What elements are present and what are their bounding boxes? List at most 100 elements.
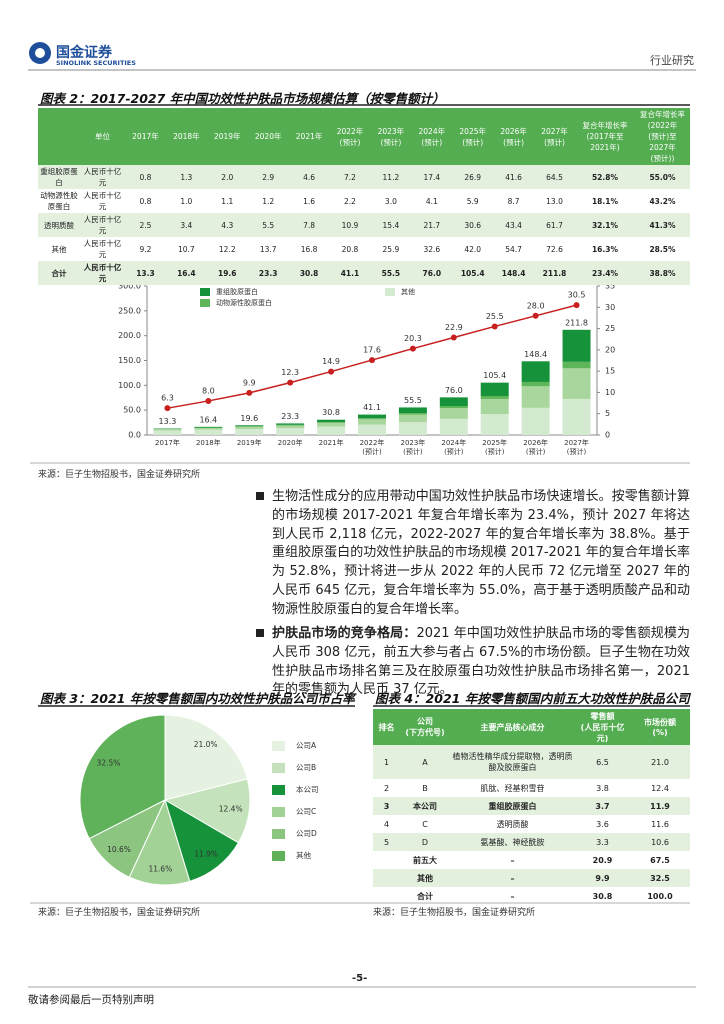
point-label: 14.9 (322, 357, 340, 366)
point-label: 20.3 (404, 334, 422, 343)
table-row: 4 C 透明质酸 3.6 11.6 (373, 815, 690, 833)
company-cell: 本公司 (400, 797, 450, 815)
value-cell: 16.4 (165, 261, 207, 285)
bar-segment (521, 361, 550, 382)
slice-label: 32.5% (97, 759, 121, 768)
total-label: 19.6 (240, 414, 258, 423)
legend-label: 本公司 (296, 784, 319, 794)
brand: 国金证券 (56, 45, 112, 61)
y2-tick-label: 25 (605, 324, 615, 333)
legend-swatch (272, 763, 285, 773)
slice-label: 10.6% (107, 845, 131, 854)
bar-segment (358, 414, 386, 419)
value-cell: 21.7 (411, 213, 453, 237)
legend-swatch (385, 288, 395, 296)
header-cell: 排名 (373, 709, 400, 745)
y2-tick-label: 15 (605, 367, 615, 376)
line-point (205, 397, 212, 404)
value-cell: 43.4 (493, 213, 535, 237)
unit-cell: 人民币十亿元 (80, 261, 125, 285)
bar-segment (439, 397, 468, 406)
pie-slice (128, 798, 191, 886)
header-cell: 公司 (下方代号) (400, 709, 450, 745)
total-label: 16.4 (199, 415, 217, 424)
value-cell: 10.7 (178, 244, 195, 254)
rank-cell: 5 (373, 833, 400, 851)
bar-segment (562, 329, 591, 362)
total-label: 55.5 (404, 396, 422, 405)
total-label: 148.4 (524, 350, 547, 359)
value-cell: 38.8% (634, 261, 690, 285)
legend-label: 重组胶原蛋白 (216, 287, 258, 296)
ingredients-cell: 透明质酸 (496, 819, 529, 829)
table-row: 透明质酸 人民币十亿元 2.5 3.4 4.3 5.5 7.8 10.9 15.4 21.7 30.… (38, 213, 690, 237)
row-label: 重组胶原蛋白 (38, 165, 80, 189)
value-cell: 0.8 (125, 165, 166, 189)
table-row: 3 本公司 重组胶原蛋白 3.7 11.9 (373, 797, 690, 815)
value-cell: 32.6 (423, 244, 441, 254)
bar-segment (398, 414, 427, 423)
paragraph: 护肤品市场的竞争格局：2021 年中国功效性护肤品市场的零售额规模为人民币 30… (272, 625, 690, 700)
value-cell: 43.2% (649, 196, 676, 206)
bar-segment (235, 425, 264, 427)
data-table: 排名 公司 (下方代号) 主要产品核心成分 零售额 (人民币十亿元) 市场份额 (%) 1… (373, 709, 690, 905)
value-cell: 52.8% (574, 165, 635, 189)
value-cell: 1.0 (180, 196, 193, 206)
share-cell: 11.9 (630, 797, 690, 815)
point-label: 25.5 (486, 312, 504, 321)
line-series (167, 304, 577, 409)
rank-cell: 1 (373, 745, 400, 779)
logo-mark-inner (35, 48, 45, 58)
value-cell: 2.0 (206, 165, 248, 189)
header-cell: 2022年 (预计) (329, 108, 371, 165)
value-cell: 211.8 (534, 261, 575, 285)
header-cell: 复合年增长率 (2017年至 2021年) (574, 108, 635, 165)
point-label: 6.3 (161, 394, 174, 403)
value-cell: 23.4% (574, 261, 635, 285)
line-point (450, 334, 457, 341)
value-cell: 0.8 (139, 196, 152, 206)
bar-segment (317, 421, 346, 423)
bar-segment (153, 430, 182, 435)
table-row: 其他 人民币十亿元 9.2 10.7 12.2 13.7 16.8 20.8 25.9 32.6 4… (38, 237, 690, 261)
total-label: 105.4 (483, 371, 506, 380)
sales-cell: 3.3 (575, 833, 630, 851)
value-cell: 76.0 (411, 261, 453, 285)
header-cell: 2024年 (预计) (411, 108, 453, 165)
row-label: 其他 (51, 244, 67, 254)
value-cell: 42.0 (464, 244, 482, 254)
y-tick-label: 250.0 (118, 306, 141, 315)
x-tick-label: 2023年 (预计) (400, 439, 426, 456)
y2-tick-label: 35 (605, 282, 615, 291)
value-cell: 11.2 (370, 165, 412, 189)
value-cell: 4.3 (206, 213, 248, 237)
total-label: 211.8 (565, 318, 588, 327)
value-cell: 54.7 (505, 244, 522, 254)
share-cell: 10.6 (630, 833, 690, 851)
legend-label: 公司B (296, 763, 316, 772)
share-cell: 11.6 (651, 819, 669, 829)
unit-cell: 人民币十亿元 (83, 239, 122, 259)
value-cell: 23.3 (247, 261, 289, 285)
bar-segment (480, 396, 509, 399)
header-cell: 复合年增长率 (2022年 (预计)至 2027年 (预计)) (634, 108, 690, 165)
table-row: 1 A 植物活性精华成分提取物，透明质酸及胶原蛋白 6.5 21.0 (373, 745, 690, 779)
bar-segment (358, 424, 386, 435)
x-tick-label: 2027年 (预计) (564, 439, 589, 456)
point-label: 30.5 (568, 291, 586, 300)
legend-swatch (272, 807, 285, 817)
x-tick-label: 2021年 (318, 439, 344, 447)
value-cell: 2.9 (247, 165, 289, 189)
header-cell: 2020年 (247, 108, 289, 165)
bar-segment (276, 424, 305, 426)
table-row: 5 D 氨基酸、神经酰胺 3.3 10.6 (373, 833, 690, 851)
ingredients-cell: 肌肽、羟基积雪苷 (480, 783, 545, 793)
line-point (246, 389, 253, 396)
source: 来源：巨子生物招股书，国金证券研究所 (38, 470, 201, 480)
y2-tick-label: 10 (605, 388, 615, 397)
value-cell: 28.5% (649, 244, 676, 254)
line-point (491, 323, 498, 330)
ingredients-cell: – (510, 855, 515, 865)
bar-segment (235, 426, 264, 429)
